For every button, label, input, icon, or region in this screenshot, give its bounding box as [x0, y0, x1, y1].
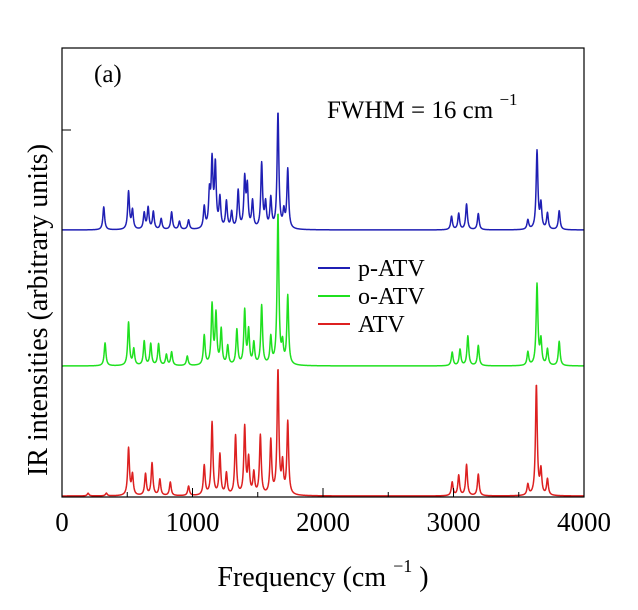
fwhm-annotation-main: FWHM = 16 cm [327, 97, 494, 124]
fwhm-annotation-superscript: −1 [499, 90, 517, 109]
fwhm-annotation: FWHM = 16 cm −1 [327, 90, 518, 124]
plot-frame [61, 47, 585, 498]
x-tick-label-4000: 4000 [557, 507, 611, 537]
x-tick-label-3000: 3000 [427, 507, 481, 537]
x-axis-title-superscript: −1 [393, 556, 412, 576]
legend-label-ATV: ATV [358, 312, 405, 338]
series-line-o-ATV [61, 213, 585, 367]
panel-label: (a) [94, 61, 122, 88]
x-tick-label-0: 0 [55, 507, 69, 537]
x-tick-label-2000: 2000 [296, 507, 350, 537]
x-tick-labels: 0 1000 2000 3000 4000 [55, 507, 611, 537]
x-axis-title-close: ) [419, 562, 428, 593]
series-line-ATV [61, 369, 585, 497]
x-ticks [61, 488, 585, 497]
y-axis-title: IR intensities (arbitrary units) [23, 144, 54, 476]
legend-label-p-ATV: p-ATV [358, 256, 425, 282]
x-axis-title-main: Frequency (cm [217, 562, 386, 593]
legend-label-o-ATV: o-ATV [358, 284, 425, 310]
x-axis-title: Frequency (cm −1 ) [217, 548, 428, 593]
series-group [61, 112, 585, 497]
series-line-p-ATV [61, 112, 585, 231]
x-tick-label-1000: 1000 [166, 507, 220, 537]
